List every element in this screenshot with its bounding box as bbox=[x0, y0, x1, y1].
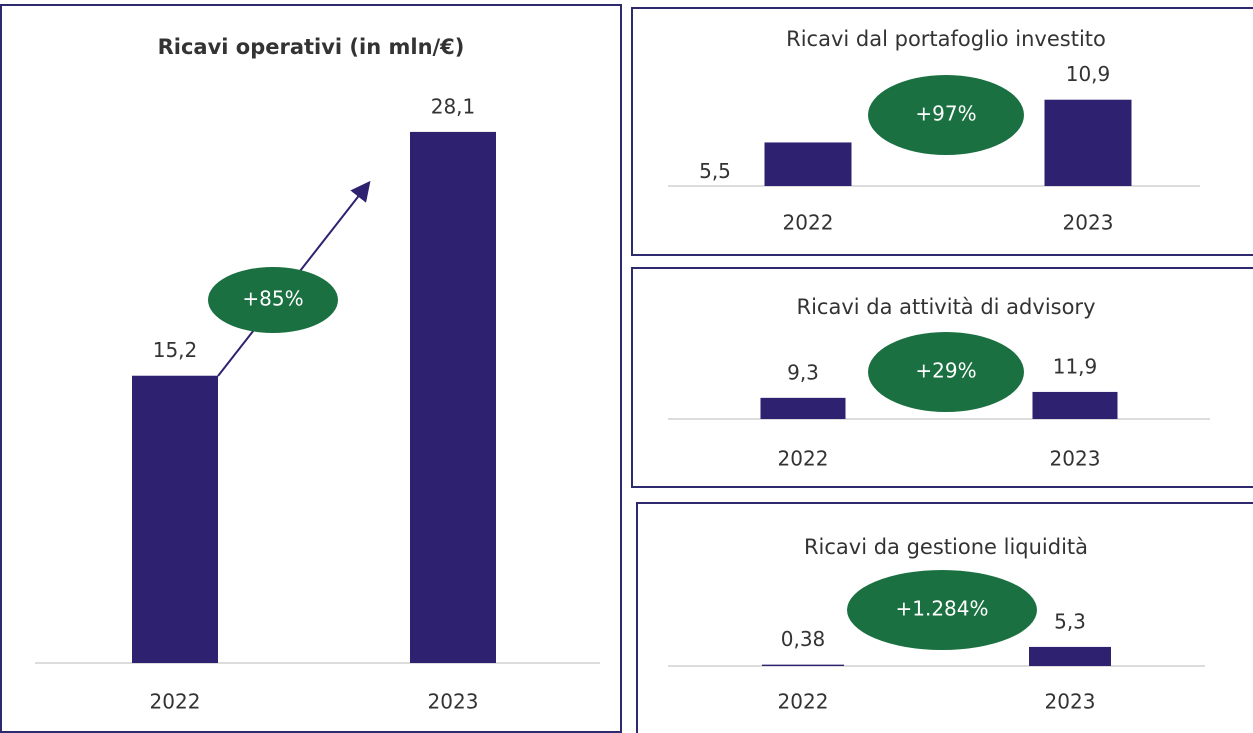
value-label: 28,1 bbox=[431, 94, 476, 118]
x-tick-label: 2023 bbox=[1045, 690, 1096, 714]
chart-title: Ricavi operativi (in mln/€) bbox=[158, 35, 465, 59]
x-tick-label: 2022 bbox=[778, 690, 829, 714]
x-tick-label: 2023 bbox=[1050, 447, 1101, 471]
value-label: 0,38 bbox=[781, 627, 826, 651]
bar bbox=[764, 142, 852, 186]
value-label: 9,3 bbox=[787, 360, 819, 384]
bar bbox=[1029, 646, 1111, 666]
bar bbox=[762, 664, 844, 666]
bar bbox=[760, 397, 846, 419]
bar bbox=[410, 131, 496, 663]
value-label: 10,9 bbox=[1066, 62, 1111, 86]
growth-badge bbox=[847, 570, 1037, 650]
growth-label: +1.284% bbox=[895, 597, 988, 621]
panel bbox=[631, 267, 1253, 488]
chart-title: Ricavi da attività di advisory bbox=[796, 295, 1095, 319]
growth-badge bbox=[868, 75, 1024, 155]
chart-title: Ricavi dal portafoglio investito bbox=[786, 27, 1106, 51]
bar bbox=[1032, 391, 1118, 419]
value-label: 15,2 bbox=[153, 338, 198, 362]
value-label: 11,9 bbox=[1053, 354, 1098, 378]
x-tick-label: 2023 bbox=[1063, 211, 1114, 235]
panel bbox=[631, 7, 1253, 256]
panel bbox=[636, 502, 1253, 733]
bar bbox=[132, 375, 218, 663]
panel bbox=[0, 4, 622, 733]
growth-label: +97% bbox=[915, 102, 976, 126]
bar bbox=[1044, 99, 1132, 186]
growth-label: +29% bbox=[915, 359, 976, 383]
value-label: 5,3 bbox=[1054, 609, 1086, 633]
value-label: 5,5 bbox=[699, 159, 731, 183]
chart-title: Ricavi da gestione liquidità bbox=[804, 535, 1088, 559]
growth-label: +85% bbox=[242, 287, 303, 311]
x-tick-label: 2022 bbox=[778, 447, 829, 471]
x-tick-label: 2022 bbox=[150, 690, 201, 714]
x-tick-label: 2023 bbox=[428, 690, 479, 714]
growth-badge bbox=[868, 332, 1024, 412]
x-tick-label: 2022 bbox=[783, 211, 834, 235]
growth-badge bbox=[208, 267, 338, 333]
